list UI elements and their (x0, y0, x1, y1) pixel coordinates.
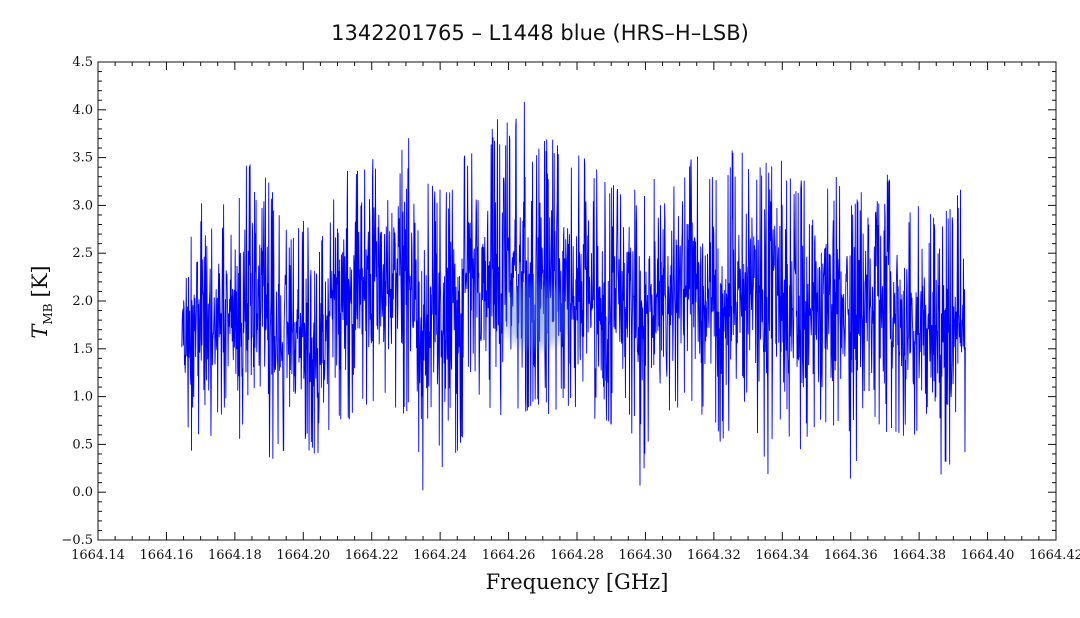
x-tick-label: 1664.30 (619, 548, 673, 563)
y-tick-label: 3.0 (72, 198, 93, 213)
y-axis-subscript: MB (41, 303, 55, 324)
y-tick-label: 1.5 (72, 342, 93, 357)
y-tick-label: 0.5 (72, 437, 93, 452)
highlight-marker (495, 275, 576, 356)
x-tick-label: 1664.24 (413, 548, 467, 563)
plot-area (181, 101, 966, 491)
x-tick-label: 1664.28 (550, 548, 604, 563)
x-tick-label: 1664.18 (208, 548, 262, 563)
x-tick-label: 1664.32 (687, 548, 741, 563)
y-tick-label: 0.0 (72, 485, 93, 500)
x-tick-label: 1664.38 (892, 548, 946, 563)
y-tick-label: 2.0 (72, 294, 93, 309)
y-axis-label: TMB [K] (28, 265, 55, 338)
y-tick-label: 4.0 (72, 103, 93, 118)
x-tick-label: 1664.40 (961, 548, 1015, 563)
y-tick-label: 4.5 (72, 55, 93, 70)
x-axis-label: Frequency [GHz] (486, 570, 669, 594)
x-tick-label: 1664.36 (824, 548, 878, 563)
axis-ticks: 1664.14 1664.16 1664.18 1664.20 1664.22 1664.… (61, 55, 1080, 563)
y-axis-symbol: T (28, 323, 52, 339)
y-tick-label: 3.5 (72, 151, 93, 166)
x-tick-label: 1664.20 (276, 548, 330, 563)
x-tick-label: 1664.34 (755, 548, 809, 563)
y-tick-label: 1.0 (72, 390, 93, 405)
svg-text:TMB[K]: TMB [K] (28, 265, 55, 338)
spectrum-line (181, 101, 966, 491)
x-tick-label: 1664.42 (1029, 548, 1080, 563)
y-tick-label: −0.5 (61, 533, 93, 548)
chart-title: 1342201765 – L1448 blue (HRS–H–LSB) (331, 21, 749, 45)
x-tick-label: 1664.14 (71, 548, 125, 563)
y-axis-unit: [K] (28, 265, 52, 297)
x-tick-label: 1664.22 (345, 548, 399, 563)
y-tick-label: 2.5 (72, 246, 93, 261)
x-tick-label: 1664.26 (482, 548, 536, 563)
x-tick-label: 1664.16 (140, 548, 194, 563)
